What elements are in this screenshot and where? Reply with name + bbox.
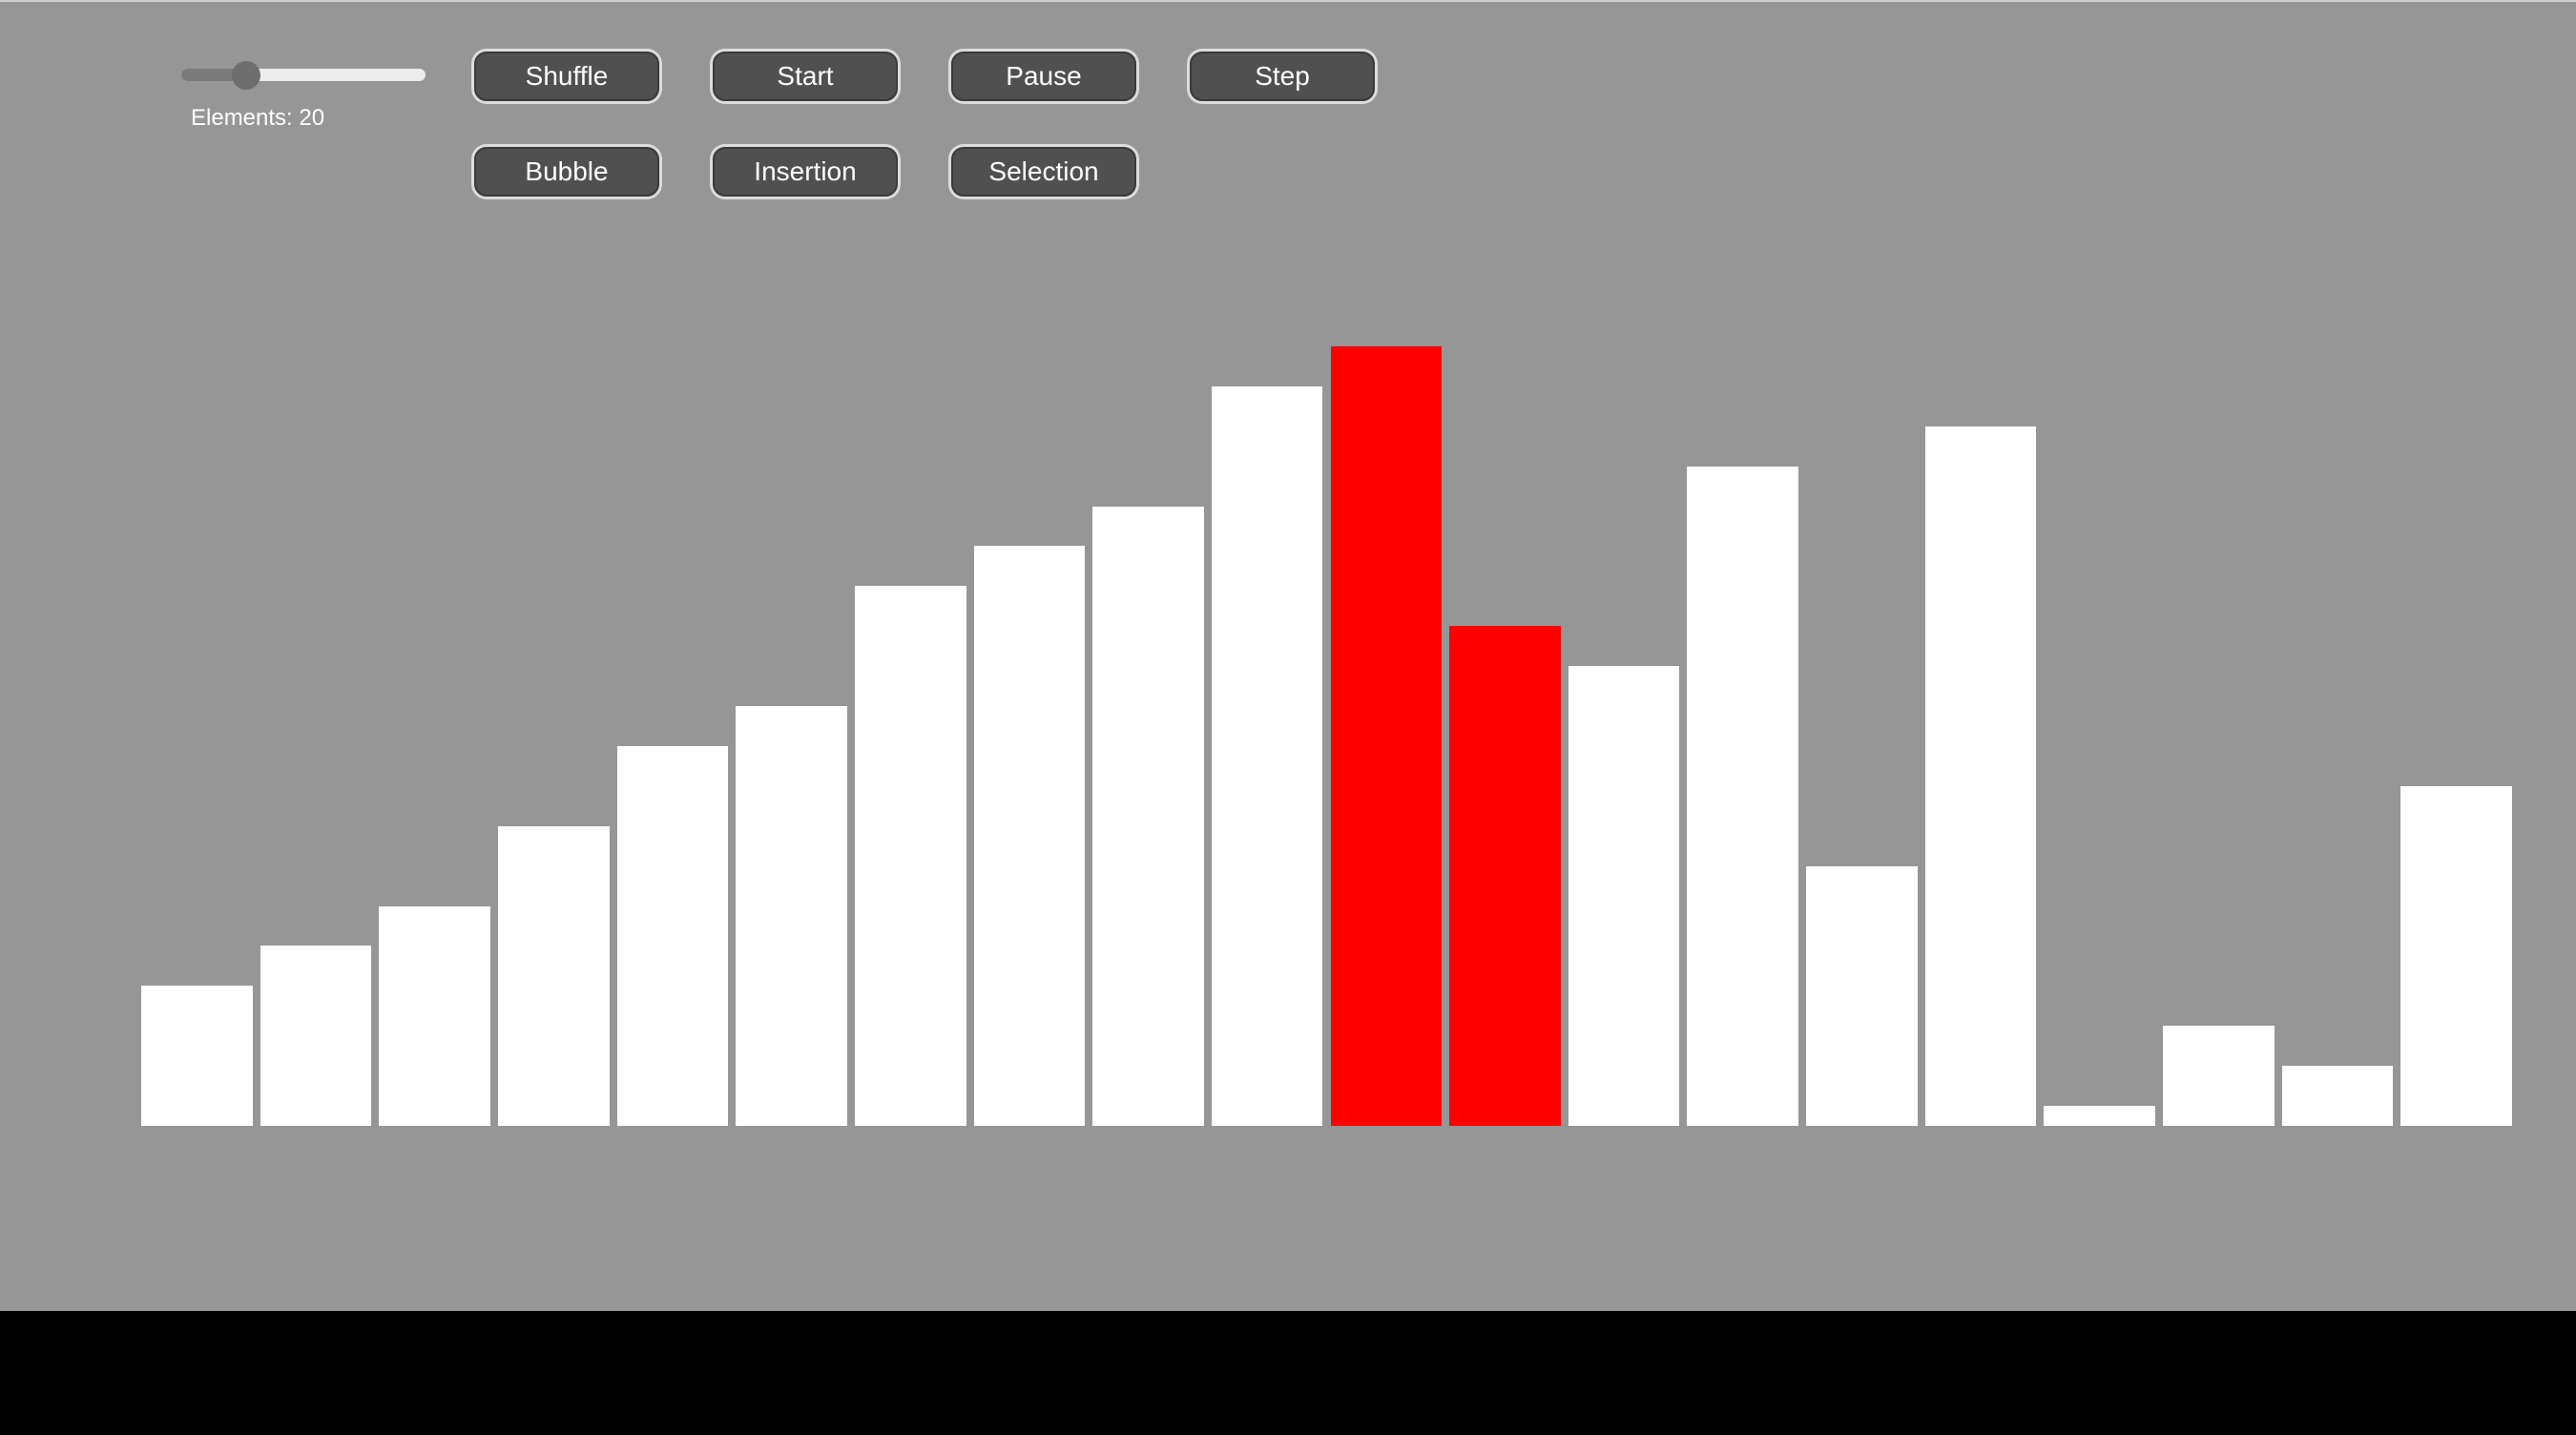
bar-11 xyxy=(1330,345,1443,1126)
element-count-slider[interactable] xyxy=(181,61,426,90)
bar-7 xyxy=(854,586,966,1126)
bar-3 xyxy=(379,905,490,1126)
shuffle-button[interactable]: Shuffle xyxy=(474,52,659,101)
bar-15 xyxy=(1806,865,1918,1126)
bar-1 xyxy=(141,986,253,1126)
bar-2 xyxy=(260,946,372,1126)
selection-sort-button[interactable]: Selection xyxy=(951,147,1136,197)
pause-button[interactable]: Pause xyxy=(951,52,1136,101)
sort-visualizer-canvas: Elements: 20 Shuffle Start Pause Step Bu… xyxy=(0,0,2576,1311)
slider-fill xyxy=(181,69,247,81)
bar-6 xyxy=(736,706,847,1126)
bar-18 xyxy=(2163,1026,2275,1126)
bar-20 xyxy=(2400,785,2512,1126)
bubble-sort-button[interactable]: Bubble xyxy=(474,147,659,197)
bar-10 xyxy=(1211,385,1323,1126)
bar-chart xyxy=(141,326,2520,1126)
start-button[interactable]: Start xyxy=(713,52,898,101)
bar-8 xyxy=(973,546,1086,1126)
step-button[interactable]: Step xyxy=(1190,52,1375,101)
bar-4 xyxy=(497,825,610,1126)
bar-14 xyxy=(1687,466,1799,1126)
element-count-label: Elements: 20 xyxy=(191,105,325,131)
bar-16 xyxy=(1924,426,2037,1126)
bar-9 xyxy=(1092,506,1204,1126)
bar-17 xyxy=(2044,1106,2156,1126)
bar-19 xyxy=(2281,1066,2394,1126)
bottom-bar xyxy=(0,1311,2576,1435)
bar-12 xyxy=(1449,626,1561,1126)
insertion-sort-button[interactable]: Insertion xyxy=(713,147,898,197)
bar-5 xyxy=(616,745,729,1126)
slider-thumb[interactable] xyxy=(232,61,261,90)
bar-13 xyxy=(1568,666,1680,1126)
